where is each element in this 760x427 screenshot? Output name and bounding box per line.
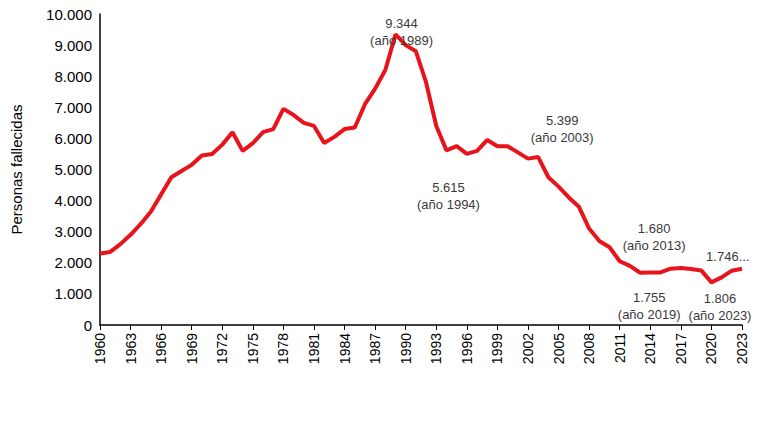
svg-text:1960: 1960 xyxy=(92,333,108,364)
svg-text:6.000: 6.000 xyxy=(54,130,92,147)
svg-text:7.000: 7.000 xyxy=(54,99,92,116)
svg-text:1.000: 1.000 xyxy=(54,285,92,302)
svg-text:2002: 2002 xyxy=(520,333,536,364)
svg-text:(año 2003): (año 2003) xyxy=(531,130,594,145)
svg-text:(año 1989): (año 1989) xyxy=(370,33,433,48)
svg-text:10.000: 10.000 xyxy=(46,6,92,23)
svg-text:(año 2013): (año 2013) xyxy=(623,238,686,253)
svg-text:1972: 1972 xyxy=(214,333,230,364)
svg-text:(año 2019): (año 2019) xyxy=(618,307,681,322)
svg-text:2023: 2023 xyxy=(734,333,750,364)
svg-text:1.755: 1.755 xyxy=(633,290,666,305)
svg-text:5.000: 5.000 xyxy=(54,161,92,178)
svg-text:1.746...: 1.746... xyxy=(706,249,749,264)
svg-text:1969: 1969 xyxy=(184,333,200,364)
svg-text:0: 0 xyxy=(84,317,92,334)
svg-text:3.000: 3.000 xyxy=(54,223,92,240)
svg-text:1963: 1963 xyxy=(123,333,139,364)
svg-text:(año 1994): (año 1994) xyxy=(417,197,480,212)
svg-text:1996: 1996 xyxy=(459,333,475,364)
svg-text:(año 2023): (año 2023) xyxy=(689,308,752,323)
svg-text:1.806: 1.806 xyxy=(704,291,737,306)
svg-text:1978: 1978 xyxy=(275,333,291,364)
svg-text:Personas fallecidas: Personas fallecidas xyxy=(8,104,25,234)
svg-text:2.000: 2.000 xyxy=(54,254,92,271)
svg-text:2005: 2005 xyxy=(551,333,567,364)
svg-text:5.399: 5.399 xyxy=(546,113,579,128)
svg-text:1987: 1987 xyxy=(367,333,383,364)
svg-text:9.000: 9.000 xyxy=(54,37,92,54)
svg-text:8.000: 8.000 xyxy=(54,68,92,85)
svg-text:1999: 1999 xyxy=(489,333,505,364)
svg-text:9.344: 9.344 xyxy=(385,16,418,31)
svg-text:1981: 1981 xyxy=(306,333,322,364)
svg-text:2014: 2014 xyxy=(642,333,658,364)
svg-text:1966: 1966 xyxy=(153,333,169,364)
svg-text:1975: 1975 xyxy=(245,333,261,364)
svg-text:5.615: 5.615 xyxy=(432,180,465,195)
svg-text:4.000: 4.000 xyxy=(54,192,92,209)
svg-text:1.680: 1.680 xyxy=(638,221,671,236)
svg-text:1984: 1984 xyxy=(337,333,353,364)
svg-text:2011: 2011 xyxy=(612,333,628,363)
svg-text:1993: 1993 xyxy=(428,333,444,364)
svg-text:2017: 2017 xyxy=(673,333,689,364)
svg-text:2008: 2008 xyxy=(581,333,597,364)
svg-text:2020: 2020 xyxy=(703,333,719,364)
svg-text:1990: 1990 xyxy=(398,333,414,364)
